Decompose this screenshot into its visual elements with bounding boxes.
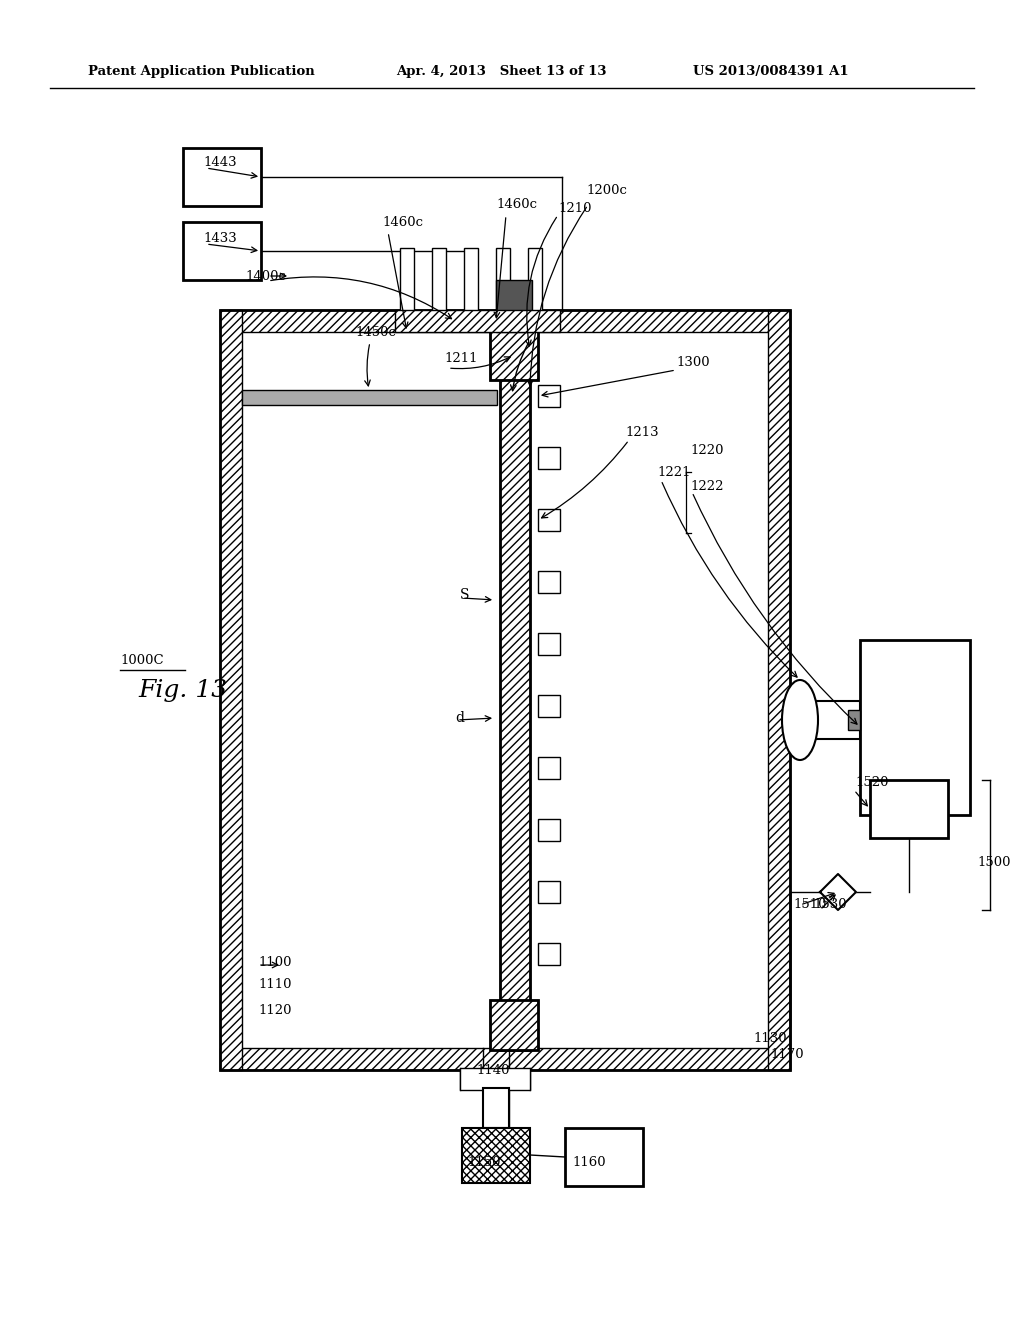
Text: 1110: 1110 xyxy=(258,978,292,991)
Text: 1211: 1211 xyxy=(444,351,477,364)
Text: Patent Application Publication: Patent Application Publication xyxy=(88,66,314,78)
Bar xyxy=(768,310,790,1071)
Bar xyxy=(528,248,542,312)
Text: 1120: 1120 xyxy=(258,1003,292,1016)
Bar xyxy=(500,330,530,1049)
Text: 1450c: 1450c xyxy=(355,326,396,338)
Text: 1460c: 1460c xyxy=(382,215,423,228)
Text: 1130: 1130 xyxy=(753,1031,786,1044)
Bar xyxy=(183,148,261,206)
Bar xyxy=(220,1048,790,1071)
Bar xyxy=(538,447,560,469)
Bar xyxy=(395,310,560,333)
Bar xyxy=(490,1001,538,1049)
Bar xyxy=(400,248,414,312)
Bar xyxy=(538,572,560,593)
Text: 1200c: 1200c xyxy=(586,183,627,197)
Bar xyxy=(220,310,790,333)
Text: 1443: 1443 xyxy=(203,157,237,169)
Bar xyxy=(860,640,970,814)
Bar xyxy=(464,248,478,312)
Text: 1160: 1160 xyxy=(572,1155,605,1168)
Text: 1300: 1300 xyxy=(676,355,710,368)
Text: 1510: 1510 xyxy=(793,898,826,911)
Bar xyxy=(848,710,860,730)
Text: 1222: 1222 xyxy=(690,480,724,494)
Text: 1500: 1500 xyxy=(977,855,1011,869)
Bar xyxy=(538,385,560,407)
Text: 1170: 1170 xyxy=(770,1048,804,1061)
Text: 1433: 1433 xyxy=(203,231,237,244)
Text: 1520: 1520 xyxy=(855,776,889,788)
Bar xyxy=(460,1068,530,1090)
Bar xyxy=(462,1129,530,1183)
Bar xyxy=(242,389,497,405)
Bar xyxy=(500,330,530,1049)
Text: 1220: 1220 xyxy=(690,444,724,457)
Bar xyxy=(496,280,532,333)
Text: d: d xyxy=(455,711,464,725)
Text: 1150: 1150 xyxy=(467,1155,501,1168)
Text: Fig. 13: Fig. 13 xyxy=(138,678,227,701)
Text: 1221: 1221 xyxy=(657,466,690,479)
Text: 1000C: 1000C xyxy=(120,653,164,667)
Text: 1213: 1213 xyxy=(625,425,658,438)
Bar xyxy=(538,942,560,965)
Bar xyxy=(538,696,560,717)
Bar xyxy=(220,310,790,1071)
Text: 1530: 1530 xyxy=(813,898,847,911)
Bar xyxy=(538,880,560,903)
Bar xyxy=(220,310,242,1071)
Bar xyxy=(538,634,560,655)
Bar xyxy=(483,1088,509,1129)
Bar xyxy=(790,701,860,739)
Bar xyxy=(490,1001,538,1049)
Bar xyxy=(496,248,510,312)
Bar xyxy=(242,333,768,1048)
Text: 1140: 1140 xyxy=(476,1064,510,1077)
Bar xyxy=(538,510,560,531)
Text: 1210: 1210 xyxy=(558,202,592,214)
Bar xyxy=(870,780,948,838)
Bar xyxy=(538,756,560,779)
Bar xyxy=(183,222,261,280)
Text: S: S xyxy=(460,587,469,602)
Bar xyxy=(565,1129,643,1185)
Text: 1400c: 1400c xyxy=(245,269,286,282)
Ellipse shape xyxy=(782,680,818,760)
Text: Apr. 4, 2013   Sheet 13 of 13: Apr. 4, 2013 Sheet 13 of 13 xyxy=(396,66,606,78)
Bar xyxy=(490,330,538,380)
Bar xyxy=(432,248,446,312)
Polygon shape xyxy=(820,874,856,909)
Text: US 2013/0084391 A1: US 2013/0084391 A1 xyxy=(693,66,849,78)
Text: 1460c: 1460c xyxy=(496,198,537,211)
Bar xyxy=(490,330,538,380)
Bar xyxy=(538,818,560,841)
Text: 1100: 1100 xyxy=(258,956,292,969)
